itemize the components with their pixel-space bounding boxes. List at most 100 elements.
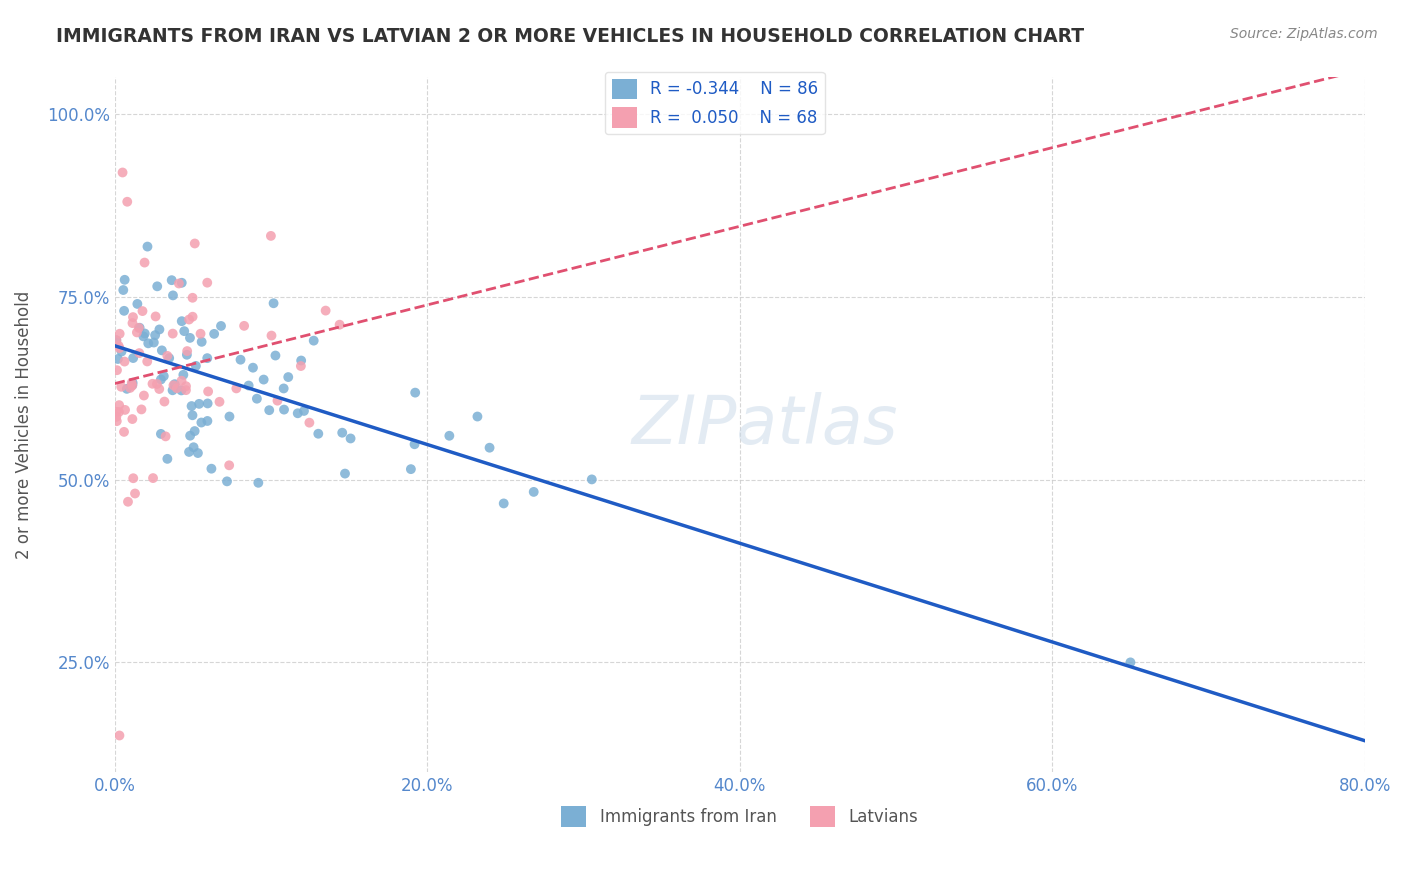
Point	[253, 373, 276, 387]
Point	[121, 412, 143, 426]
Point	[149, 372, 172, 386]
Point	[183, 424, 205, 438]
Point	[114, 403, 136, 417]
Point	[156, 349, 179, 363]
Point	[157, 351, 180, 365]
Point	[145, 310, 167, 324]
Point	[111, 165, 134, 179]
Point	[200, 461, 222, 475]
Point	[150, 343, 173, 358]
Point	[197, 384, 219, 399]
Point	[105, 333, 128, 347]
Point	[197, 414, 219, 428]
Point	[162, 326, 184, 341]
Point	[190, 334, 212, 349]
Point	[114, 354, 136, 368]
Point	[523, 484, 546, 499]
Point	[112, 303, 135, 318]
Point	[329, 318, 352, 332]
Point	[260, 328, 283, 343]
Point	[114, 273, 136, 287]
Point	[107, 339, 129, 353]
Point	[177, 312, 200, 326]
Point	[225, 381, 247, 395]
Point	[108, 405, 131, 419]
Legend: Immigrants from Iran, Latvians: Immigrants from Iran, Latvians	[555, 799, 925, 833]
Point	[333, 467, 356, 481]
Point	[181, 409, 204, 423]
Point	[218, 458, 240, 473]
Point	[290, 353, 312, 368]
Point	[146, 279, 169, 293]
Point	[112, 283, 135, 297]
Point	[132, 329, 155, 343]
Point	[128, 321, 150, 335]
Point	[478, 441, 501, 455]
Point	[148, 322, 170, 336]
Point	[124, 486, 146, 500]
Point	[156, 451, 179, 466]
Point	[127, 297, 149, 311]
Point	[330, 425, 353, 440]
Point	[121, 376, 143, 390]
Point	[108, 729, 131, 743]
Point	[108, 398, 131, 412]
Point	[238, 378, 260, 392]
Y-axis label: 2 or more Vehicles in Household: 2 or more Vehicles in Household	[15, 291, 32, 559]
Point	[195, 276, 218, 290]
Point	[110, 344, 132, 359]
Point	[176, 344, 198, 359]
Point	[179, 331, 201, 345]
Point	[105, 414, 128, 428]
Point	[162, 378, 184, 392]
Text: Source: ZipAtlas.com: Source: ZipAtlas.com	[1230, 27, 1378, 41]
Point	[122, 351, 145, 365]
Point	[131, 304, 153, 318]
Point	[287, 406, 309, 420]
Point	[128, 346, 150, 360]
Point	[208, 394, 231, 409]
Point	[181, 291, 204, 305]
Point	[143, 328, 166, 343]
Point	[467, 409, 489, 424]
Point	[242, 360, 264, 375]
Point	[257, 403, 280, 417]
Point	[117, 494, 139, 508]
Point	[136, 239, 159, 253]
Point	[170, 276, 193, 290]
Point	[134, 255, 156, 269]
Point	[112, 425, 135, 439]
Text: ZIPatlas: ZIPatlas	[631, 392, 898, 458]
Point	[120, 381, 142, 395]
Point	[176, 348, 198, 362]
Point	[177, 445, 200, 459]
Point	[273, 381, 295, 395]
Point	[105, 405, 128, 419]
Point	[170, 374, 193, 388]
Point	[122, 471, 145, 485]
Point	[179, 428, 201, 442]
Point	[174, 383, 197, 397]
Point	[155, 429, 177, 443]
Point	[492, 496, 515, 510]
Point	[197, 396, 219, 410]
Point	[190, 326, 212, 341]
Point	[162, 384, 184, 398]
Point	[202, 326, 225, 341]
Point	[110, 380, 132, 394]
Point	[173, 324, 195, 338]
Point	[122, 310, 145, 324]
Point	[439, 429, 461, 443]
Point	[136, 354, 159, 368]
Point	[117, 194, 139, 209]
Point	[264, 349, 287, 363]
Point	[152, 369, 174, 384]
Point	[107, 351, 129, 366]
Point	[180, 399, 202, 413]
Point	[132, 388, 155, 402]
Point	[404, 437, 426, 451]
Point	[170, 314, 193, 328]
Point	[292, 404, 315, 418]
Point	[142, 471, 165, 485]
Point	[121, 316, 143, 330]
